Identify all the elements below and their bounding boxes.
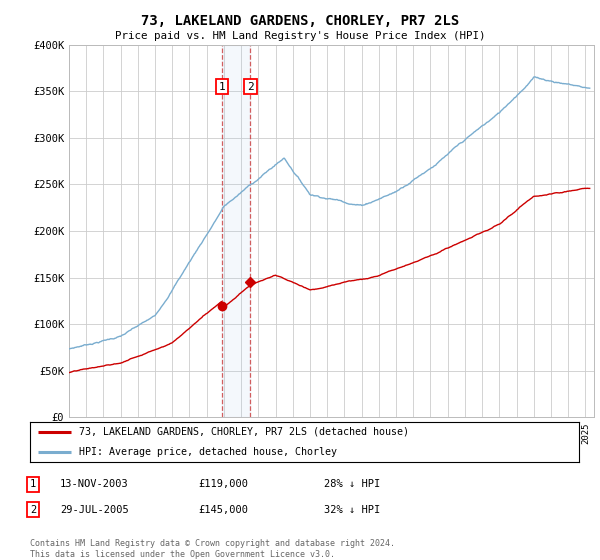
Bar [222,45,250,417]
Text: 13-NOV-2003: 13-NOV-2003 [60,479,129,489]
Text: £119,000: £119,000 [198,479,248,489]
Text: Price paid vs. HM Land Registry's House Price Index (HPI): Price paid vs. HM Land Registry's House … [115,31,485,41]
Text: Contains HM Land Registry data © Crown copyright and database right 2024.
This d: Contains HM Land Registry data © Crown c… [30,539,395,559]
Text: 29-JUL-2005: 29-JUL-2005 [60,505,129,515]
Text: 73, LAKELAND GARDENS, CHORLEY, PR7 2LS (detached house): 73, LAKELAND GARDENS, CHORLEY, PR7 2LS (… [79,427,409,437]
Text: 32% ↓ HPI: 32% ↓ HPI [324,505,380,515]
Text: 2: 2 [247,82,254,92]
Text: £145,000: £145,000 [198,505,248,515]
Text: 1: 1 [30,479,36,489]
Text: 2: 2 [30,505,36,515]
Text: 28% ↓ HPI: 28% ↓ HPI [324,479,380,489]
Text: 73, LAKELAND GARDENS, CHORLEY, PR7 2LS: 73, LAKELAND GARDENS, CHORLEY, PR7 2LS [141,14,459,28]
Text: HPI: Average price, detached house, Chorley: HPI: Average price, detached house, Chor… [79,447,337,457]
Text: 1: 1 [218,82,225,92]
